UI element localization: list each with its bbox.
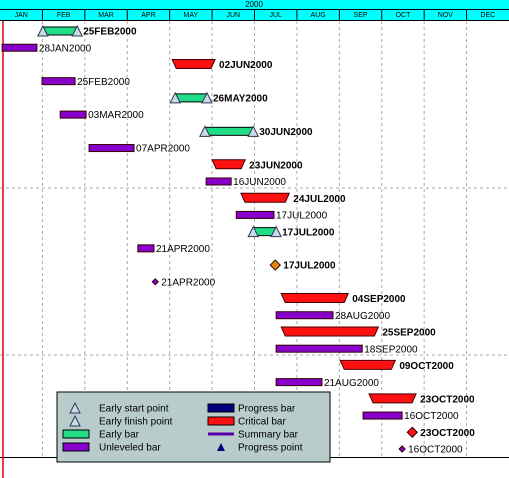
finish-point — [71, 24, 84, 37]
legend-label: Early start point — [99, 404, 169, 415]
unleveled-bar — [275, 378, 323, 387]
critical-bar — [280, 326, 380, 337]
month-label: APR — [141, 12, 155, 19]
unleveled-bar — [88, 144, 135, 153]
task-label: 28AUG2000 — [335, 311, 390, 322]
task-label: 30JUN2000 — [259, 127, 313, 138]
finish-point — [201, 91, 213, 104]
start-point — [247, 225, 260, 238]
legend-symbol — [207, 416, 235, 426]
month-label: MAY — [184, 12, 199, 19]
early-bar — [174, 93, 208, 103]
legend-label: Unleveled bar — [99, 443, 161, 454]
early-bar — [42, 26, 78, 36]
year-label: 2000 — [245, 0, 263, 9]
legend-label: Early finish point — [99, 417, 173, 428]
legend-label: Progress point — [238, 443, 303, 454]
start-point — [37, 24, 49, 37]
critical-bar — [368, 393, 417, 404]
legend-symbol — [217, 443, 225, 451]
unleveled-bar — [137, 244, 155, 253]
critical-bar — [171, 58, 216, 69]
task-label: 21APR2000 — [161, 277, 215, 288]
task-label: 23JUN2000 — [249, 160, 303, 171]
critical-bar — [240, 192, 291, 203]
task-label: 17JUL2000 — [282, 227, 335, 238]
task-label: 04SEP2000 — [352, 294, 406, 305]
legend-box — [56, 391, 331, 463]
milestone — [406, 426, 418, 438]
task-label: 25SEP2000 — [382, 328, 436, 339]
month-label: MAR — [98, 12, 114, 19]
task-label: 17JUL2000 — [283, 261, 336, 272]
month-label: SEP — [354, 12, 368, 19]
task-label: 16OCT2000 — [408, 445, 463, 456]
legend-label: Progress bar — [238, 404, 296, 415]
milestone — [398, 445, 406, 453]
unleveled-bar — [1, 43, 38, 52]
unleveled-bar — [41, 77, 76, 86]
task-label: 23OCT2000 — [420, 428, 475, 439]
task-label: 02JUN2000 — [219, 60, 273, 71]
task-label: 25FEB2000 — [77, 77, 130, 88]
unleveled-bar — [59, 110, 87, 119]
task-label: 23OCT2000 — [420, 394, 475, 405]
unleveled-bar — [275, 311, 334, 320]
task-label: 21APR2000 — [156, 244, 210, 255]
task-label: 16JUN2000 — [233, 177, 286, 188]
month-label: JUL — [269, 12, 282, 19]
early-bar — [204, 126, 254, 136]
start-point — [169, 91, 181, 104]
task-label: 07APR2000 — [136, 144, 190, 155]
month-label: DEC — [480, 12, 495, 19]
task-label: 17JUL2000 — [276, 211, 328, 222]
task-label: 03MAR2000 — [88, 110, 144, 121]
start-point — [199, 125, 211, 137]
finish-point — [247, 125, 260, 137]
legend-symbol — [208, 432, 234, 436]
month-label: AUG — [311, 12, 326, 19]
legend-symbol — [69, 401, 81, 414]
task-label: 24JUL2000 — [293, 194, 346, 205]
month-label: OCT — [396, 12, 412, 19]
month-label: JUN — [226, 12, 240, 19]
month-label: FEB — [57, 12, 71, 19]
unleveled-bar — [235, 210, 275, 219]
critical-bar — [211, 159, 246, 170]
task-label: 26MAY2000 — [213, 94, 268, 105]
task-label: 09OCT2000 — [399, 361, 454, 372]
finish-point — [270, 225, 282, 238]
milestone — [269, 259, 281, 271]
task-label: 18SEP2000 — [364, 344, 418, 355]
unleveled-bar — [275, 344, 363, 353]
unleveled-bar — [205, 177, 232, 186]
critical-bar — [339, 359, 397, 370]
task-label: 16OCT2000 — [404, 411, 459, 422]
legend-symbol — [207, 403, 235, 413]
month-label: JAN — [15, 12, 28, 19]
legend-symbol — [62, 442, 90, 452]
legend-label: Critical bar — [238, 417, 286, 428]
milestone — [151, 278, 159, 286]
legend-label: Early bar — [99, 430, 140, 441]
legend-symbol — [69, 414, 81, 427]
task-label: 21AUG2000 — [324, 378, 379, 389]
month-label: NOV — [438, 12, 454, 19]
legend-symbol — [62, 429, 90, 439]
task-label: 28JAN2000 — [39, 43, 92, 54]
critical-bar — [280, 293, 350, 304]
task-label: 25FEB2000 — [83, 27, 137, 38]
legend-label: Summary bar — [238, 430, 299, 441]
unleveled-bar — [362, 411, 403, 420]
